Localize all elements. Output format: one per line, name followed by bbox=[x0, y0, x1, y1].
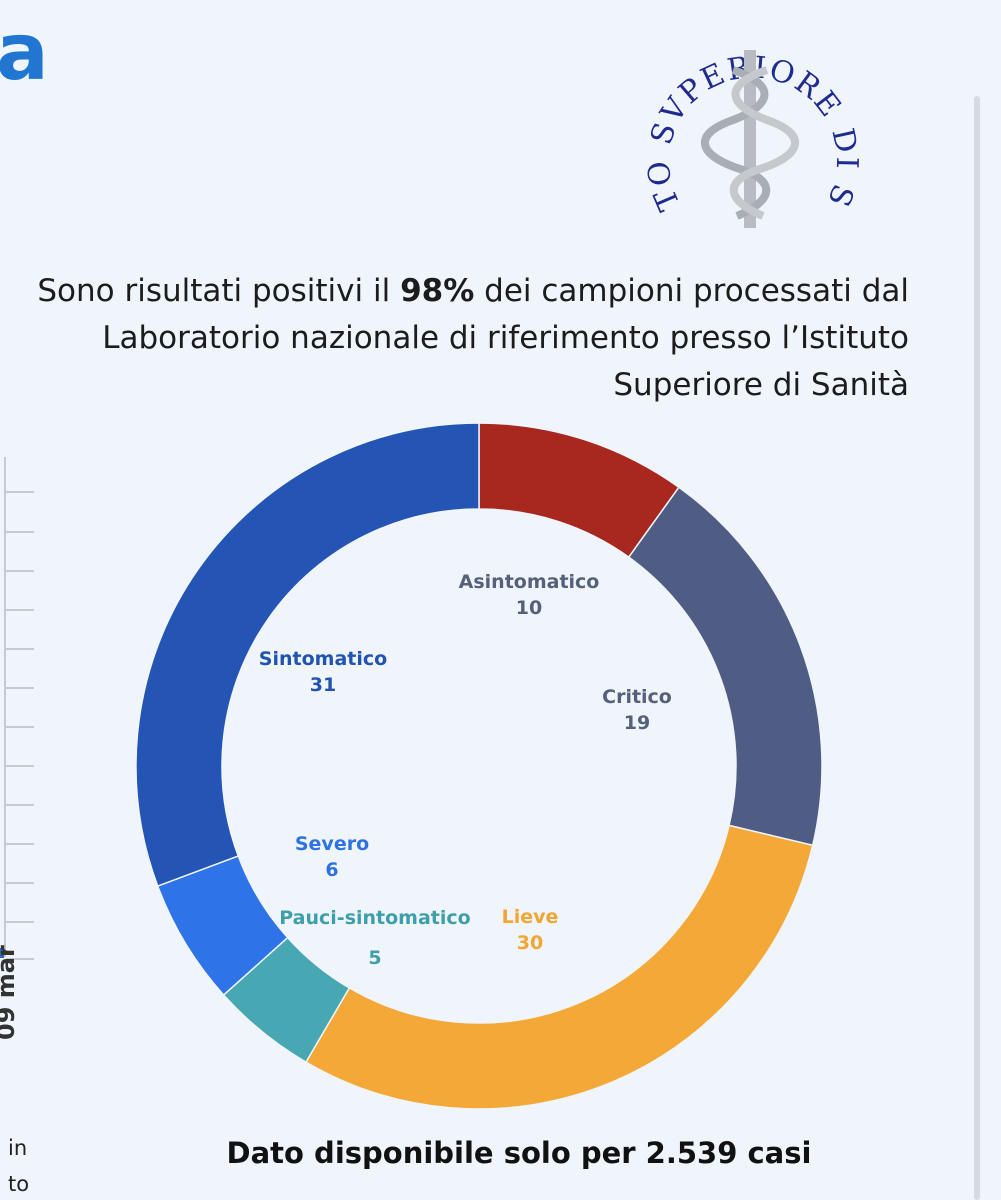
partial-chart-gridline bbox=[6, 958, 34, 960]
partial-chart-gridline bbox=[6, 609, 34, 611]
partial-chart-gridline bbox=[6, 687, 34, 689]
slice-value-label: 10 bbox=[516, 597, 542, 619]
partial-chart-gridline bbox=[6, 765, 34, 767]
chart-footnote: Dato disponibile solo per 2.539 casi bbox=[226, 1136, 812, 1170]
slice-value-label: 6 bbox=[325, 859, 338, 881]
description-highlight: 98% bbox=[400, 273, 475, 309]
slice-category-label: Sintomatico bbox=[259, 648, 387, 670]
slice-value-label: 5 bbox=[368, 947, 381, 969]
slice-value-label: 31 bbox=[310, 674, 336, 696]
donut-label-lieve: Lieve 30 bbox=[502, 906, 559, 954]
partial-chart-gridline bbox=[6, 570, 34, 572]
partial-chart-bar bbox=[0, 948, 4, 958]
partial-chart-gridline bbox=[6, 491, 34, 493]
donut-label-sintomatico: Sintomatico 31 bbox=[259, 648, 387, 696]
scrollbar[interactable] bbox=[974, 96, 980, 1200]
slice-category-label: Pauci-sintomatico bbox=[279, 907, 470, 929]
donut-label-pauci-sintomatico: Pauci-sintomatico 5 bbox=[279, 907, 470, 969]
donut-label-asintomatico: Asintomatico 10 bbox=[459, 571, 600, 619]
donut-label-severo: Severo 6 bbox=[295, 833, 369, 881]
donut-slice-lieve bbox=[304, 824, 814, 1110]
partial-chart-gridline bbox=[6, 531, 34, 533]
slice-value-label: 30 bbox=[517, 932, 543, 954]
partial-chart-gridline bbox=[6, 804, 34, 806]
partial-chart-gridline bbox=[6, 648, 34, 650]
partial-chart-gridline bbox=[6, 921, 34, 923]
slice-category-label: Severo bbox=[295, 833, 369, 855]
partial-side-text: to bbox=[8, 1172, 30, 1196]
caduceus-icon bbox=[701, 50, 799, 228]
slice-value-label: 19 bbox=[624, 712, 650, 734]
slice-category-label: Lieve bbox=[502, 906, 559, 928]
donut-slice-sintomatico bbox=[135, 422, 480, 888]
partial-title-letter: a bbox=[0, 8, 49, 98]
donut-labels: Asintomatico 10 Critico 19 Lieve 30 Pauci-sint… bbox=[259, 571, 672, 969]
description-suffix: dei campioni processati dal Laboratorio … bbox=[102, 273, 909, 403]
partial-chart-gridline bbox=[6, 726, 34, 728]
partial-side-text: in bbox=[8, 1136, 28, 1160]
description-prefix: Sono risultati positivi il bbox=[37, 273, 401, 309]
donut-slices bbox=[135, 422, 823, 1110]
iss-seal-logo: ISTITVTO SVPERIORE DI SANITA' bbox=[625, 12, 862, 228]
partial-chart-gridline bbox=[6, 843, 34, 845]
partial-chart-gridline bbox=[6, 882, 34, 884]
slice-category-label: Asintomatico bbox=[459, 571, 600, 593]
partial-chart-axis bbox=[4, 457, 6, 957]
chart-description: Sono risultati positivi il 98% dei campi… bbox=[0, 268, 909, 409]
donut-label-critico: Critico 19 bbox=[602, 686, 672, 734]
slice-category-label: Critico bbox=[602, 686, 672, 708]
donut-slice-critico bbox=[627, 486, 823, 847]
